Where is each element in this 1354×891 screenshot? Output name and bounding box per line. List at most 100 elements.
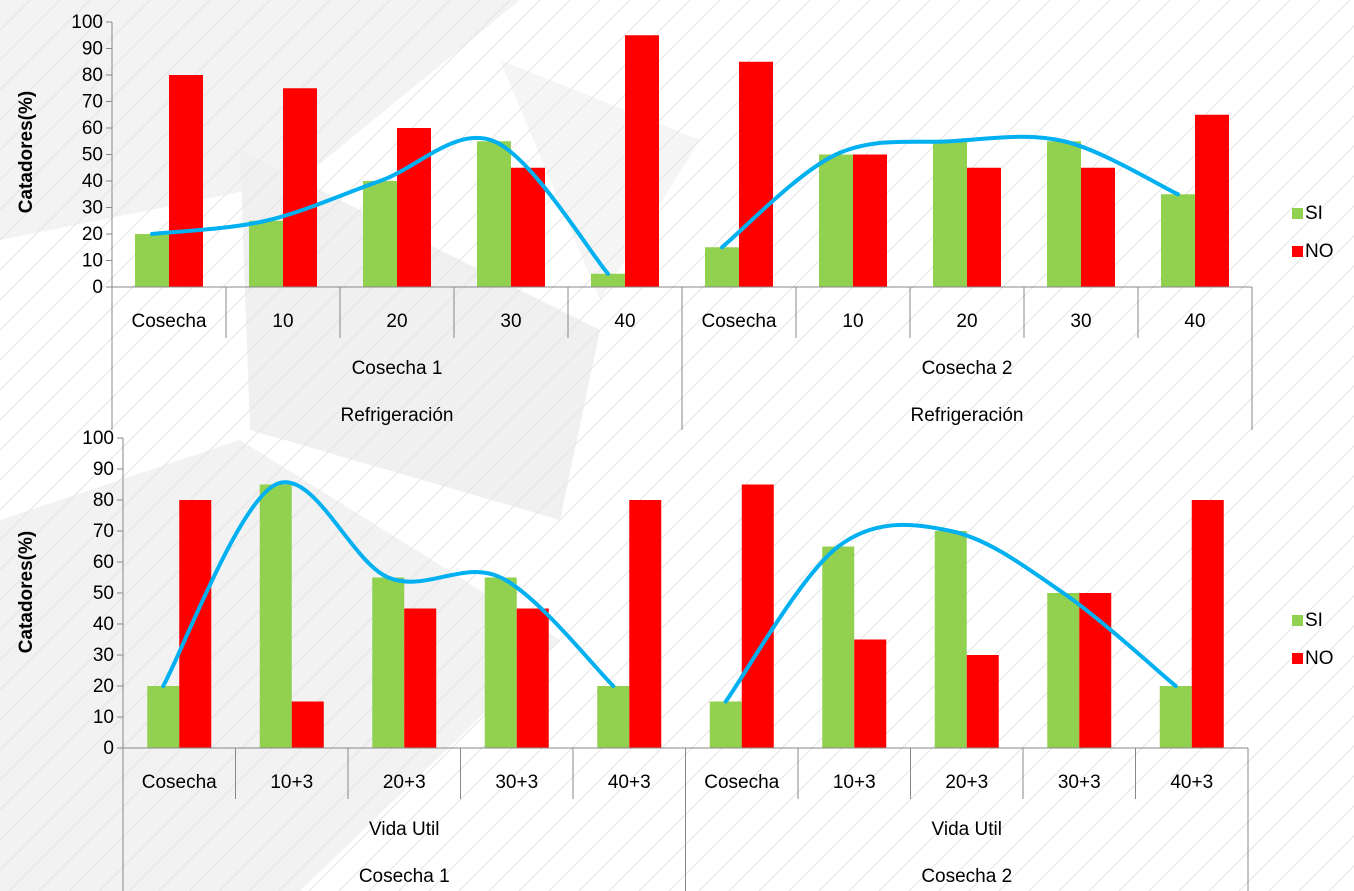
group-label-level1: Cosecha 1: [352, 358, 443, 379]
category-label: 40+3: [608, 772, 651, 793]
y-tick-label: 90: [82, 39, 103, 60]
bar-no: [1191, 500, 1224, 748]
category-label: 30: [1070, 311, 1091, 332]
category-labels: Cosecha 10+3 20+3 30+3 40+3 Cosecha 10+3 20+3 30…: [142, 772, 1213, 793]
legend-swatch-si: [1292, 615, 1303, 626]
y-tick-label: 10: [82, 251, 103, 272]
bar-si: [822, 546, 855, 748]
bar-si: [147, 686, 180, 748]
category-label: 10: [842, 311, 863, 332]
bar-no: [1081, 167, 1115, 287]
y-tick-label: 50: [82, 145, 103, 166]
group-label-level2: Refrigeración: [341, 405, 454, 426]
bar-no: [291, 701, 324, 748]
bar-si: [363, 181, 397, 287]
y-tick-label: 20: [93, 676, 114, 697]
group-label-level1: Vida Util: [932, 819, 1002, 840]
bar-no: [1195, 114, 1229, 287]
bar-no: [511, 167, 545, 287]
y-axis-ticks: 0 10 20 30 40 50 60 70 80 90 100: [82, 430, 124, 891]
legend-label-si: SI: [1305, 610, 1323, 631]
category-label: 40: [614, 311, 635, 332]
bar-no: [397, 128, 431, 287]
bar-si: [372, 577, 405, 748]
x-axis: [111, 286, 1253, 430]
bar-si: [709, 701, 742, 748]
y-tick-label: 80: [93, 490, 114, 511]
category-label: Cosecha: [142, 772, 217, 793]
category-label: 40+3: [1170, 772, 1213, 793]
bars: [135, 35, 1229, 287]
group-label-level1: Cosecha 2: [922, 358, 1013, 379]
legend-swatch-si: [1292, 208, 1303, 219]
trend-line-1: [150, 135, 610, 276]
chart-bottom: 0 10 20 30 40 50 60 70 80 90 100 Cosecha 10+3 20+3 30…: [16, 430, 1334, 891]
category-label: Cosecha: [132, 311, 207, 332]
bar-no: [169, 75, 203, 287]
category-label: 20: [386, 311, 407, 332]
category-label: 10+3: [833, 772, 876, 793]
trend-line-2: [720, 134, 1180, 250]
category-label: 10+3: [270, 772, 313, 793]
category-label: 30: [500, 311, 521, 332]
bar-si: [1047, 141, 1081, 287]
y-tick-label: 70: [93, 521, 114, 542]
legend: SI NO: [1292, 610, 1334, 669]
bar-si: [249, 220, 283, 287]
bar-si: [705, 247, 739, 287]
y-tick-label: 40: [93, 614, 114, 635]
group-label-level2: Cosecha 2: [921, 866, 1012, 887]
y-tick-label: 10: [93, 707, 114, 728]
y-tick-label: 30: [82, 198, 103, 219]
y-tick-label: 20: [82, 224, 103, 245]
bar-no: [854, 639, 887, 748]
bar-si: [1159, 686, 1192, 748]
bar-no: [179, 500, 212, 748]
y-tick-label: 100: [71, 12, 103, 33]
bar-no: [967, 167, 1001, 287]
y-tick-label: 90: [93, 459, 114, 480]
legend-swatch-no: [1292, 246, 1303, 257]
bar-si: [591, 273, 625, 287]
bar-si: [477, 141, 511, 287]
category-label: 30+3: [1058, 772, 1101, 793]
y-tick-label: 30: [93, 645, 114, 666]
category-labels: Cosecha 10 20 30 40 Cosecha 10 20 30 40: [132, 311, 1206, 332]
bar-si: [1047, 593, 1080, 748]
bar-no: [625, 35, 659, 287]
legend-label-si: SI: [1305, 203, 1323, 224]
category-label: 10: [272, 311, 293, 332]
bar-si: [1161, 194, 1195, 287]
trend-line-1: [161, 480, 616, 688]
y-tick-label: 70: [82, 92, 103, 113]
y-tick-label: 40: [82, 171, 103, 192]
legend-swatch-no: [1292, 653, 1303, 664]
category-label: 20+3: [383, 772, 426, 793]
legend-label-no: NO: [1305, 241, 1334, 262]
bar-si: [597, 686, 630, 748]
group-labels: Cosecha 1 Refrigeración Cosecha 2 Refrigera…: [341, 358, 1024, 426]
y-axis-label: Catadores(%): [16, 531, 37, 653]
bar-si: [259, 484, 292, 748]
x-axis: [122, 747, 1249, 891]
legend-label-no: NO: [1305, 648, 1334, 669]
group-label-level1: Vida Util: [369, 819, 439, 840]
bar-no: [629, 500, 662, 748]
y-axis-label: Catadores(%): [16, 91, 37, 213]
category-label: 40: [1184, 311, 1205, 332]
y-tick-label: 0: [92, 277, 103, 298]
group-label-level2: Refrigeración: [911, 405, 1024, 426]
bar-si: [933, 141, 967, 287]
bar-no: [516, 608, 549, 748]
trend-line: [150, 134, 1180, 276]
bar-no: [739, 61, 773, 287]
bar-no: [853, 154, 887, 287]
y-tick-label: 60: [93, 552, 114, 573]
group-label-level2: Cosecha 1: [359, 866, 450, 887]
trend-line: [161, 480, 1178, 704]
bar-no: [283, 88, 317, 287]
bar-si: [135, 234, 169, 287]
y-axis-ticks: 0 10 20 30 40 50 60 70 80 90 100: [71, 12, 113, 430]
